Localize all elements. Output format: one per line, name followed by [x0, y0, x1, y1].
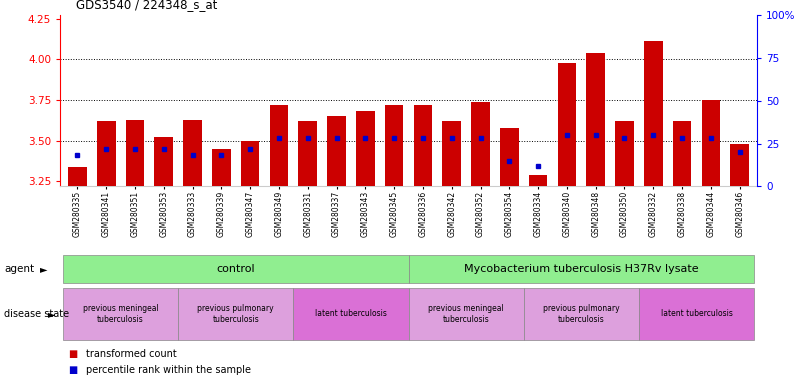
Bar [409, 288, 524, 339]
Bar [178, 288, 293, 339]
Bar [500, 127, 519, 186]
Bar [155, 137, 173, 186]
Text: transformed count: transformed count [86, 349, 176, 359]
Bar [97, 121, 115, 186]
Text: latent tuberculosis: latent tuberculosis [661, 310, 732, 318]
Bar [409, 255, 754, 283]
Text: ►: ► [40, 264, 48, 274]
Text: previous meningeal
tuberculosis: previous meningeal tuberculosis [83, 304, 159, 324]
Bar [471, 102, 490, 186]
Bar [615, 121, 634, 186]
Bar [731, 144, 749, 186]
Bar [212, 149, 231, 186]
Bar [413, 105, 433, 186]
Bar [702, 100, 720, 186]
Text: control: control [216, 264, 255, 274]
Text: previous pulmonary
tuberculosis: previous pulmonary tuberculosis [543, 304, 620, 324]
Text: disease state: disease state [4, 309, 69, 319]
Text: GDS3540 / 224348_s_at: GDS3540 / 224348_s_at [76, 0, 217, 12]
Text: previous pulmonary
tuberculosis: previous pulmonary tuberculosis [197, 304, 274, 324]
Bar [63, 255, 409, 283]
Bar [126, 119, 144, 186]
Bar [63, 288, 178, 339]
Bar [270, 105, 288, 186]
Bar [586, 53, 605, 186]
Text: previous meningeal
tuberculosis: previous meningeal tuberculosis [429, 304, 504, 324]
Bar [673, 121, 691, 186]
Bar [644, 41, 662, 186]
Bar [241, 141, 260, 186]
Bar [293, 288, 409, 339]
Text: ■: ■ [68, 349, 78, 359]
Bar [442, 121, 461, 186]
Text: ►: ► [48, 309, 56, 319]
Bar [529, 175, 547, 186]
Bar [384, 105, 404, 186]
Bar [639, 288, 754, 339]
Text: percentile rank within the sample: percentile rank within the sample [86, 365, 251, 375]
Bar [557, 63, 576, 186]
Bar [524, 288, 639, 339]
Text: Mycobacterium tuberculosis H37Rv lysate: Mycobacterium tuberculosis H37Rv lysate [464, 264, 698, 274]
Text: agent: agent [4, 264, 34, 274]
Bar [298, 121, 317, 186]
Bar [68, 167, 87, 186]
Bar [327, 116, 346, 186]
Bar [356, 111, 375, 186]
Text: latent tuberculosis: latent tuberculosis [315, 310, 387, 318]
Text: ■: ■ [68, 365, 78, 375]
Bar [183, 119, 202, 186]
